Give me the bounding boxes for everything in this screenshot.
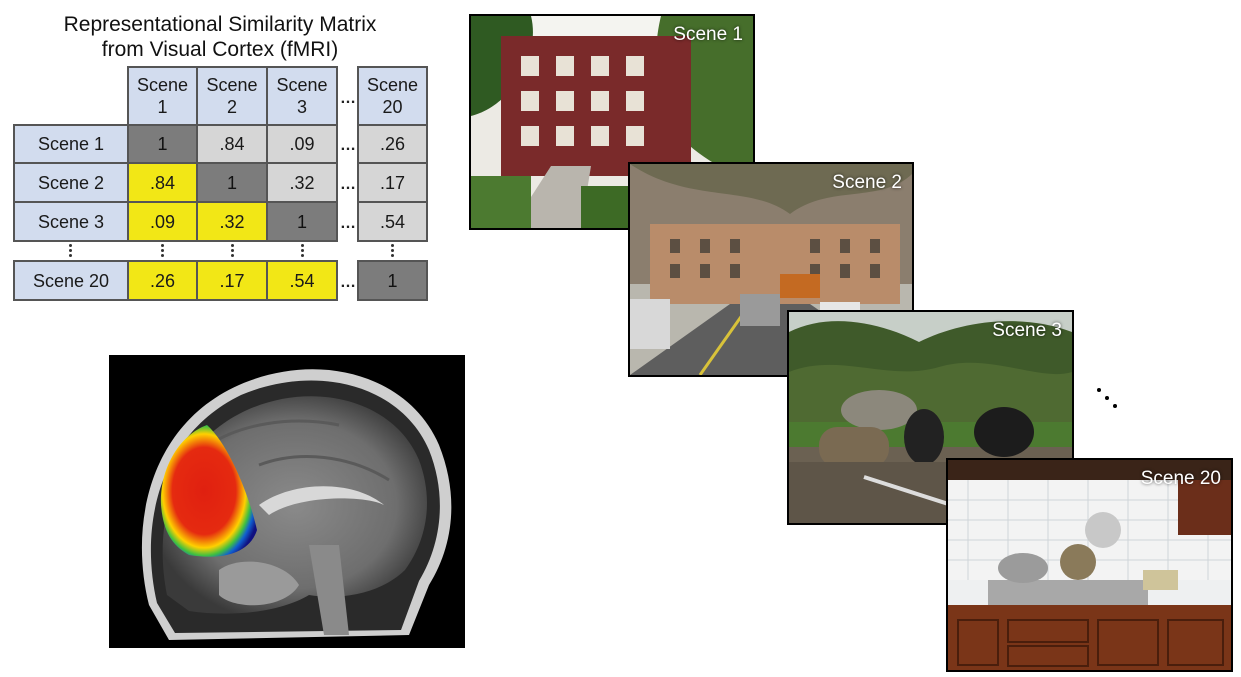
matrix-cell: .09 (127, 201, 198, 242)
matrix-cell: 1 (357, 260, 428, 301)
col-header-line1: Scene (366, 75, 419, 95)
col-header-line1: Scene (206, 75, 258, 95)
col-header-line2: 2 (226, 97, 237, 117)
matrix-title-line2: from Visual Cortex (fMRI) (101, 38, 339, 61)
col-header-scene-3: Scene 3 (266, 66, 338, 126)
vertical-ellipsis (161, 244, 165, 259)
scene-3-label: Scene 3 (992, 320, 1062, 341)
col-header-line1: Scene (136, 75, 189, 95)
matrix-title: Representational Similarity Matrix from … (20, 12, 420, 62)
scene-1-label: Scene 1 (673, 24, 743, 45)
matrix-cell: .32 (266, 162, 338, 203)
col-header-line2: 3 (296, 97, 307, 117)
matrix-cell: .17 (196, 260, 268, 301)
matrix-cell: .32 (196, 201, 268, 242)
row-header-scene-2: Scene 2 (13, 162, 129, 203)
matrix-cell: .84 (127, 162, 198, 203)
matrix-cell: .26 (127, 260, 198, 301)
col-header-scene-1: Scene 1 (127, 66, 198, 126)
vertical-ellipsis (69, 244, 73, 259)
col-header-scene-2: Scene 2 (196, 66, 268, 126)
row-header-scene-1: Scene 1 (13, 124, 129, 164)
vertical-ellipsis (231, 244, 235, 259)
matrix-cell: 1 (127, 124, 198, 164)
matrix-title-line1: Representational Similarity Matrix (63, 13, 377, 36)
row-ellipsis: … (340, 176, 356, 193)
matrix-cell: 1 (266, 201, 338, 242)
col-header-line2: 20 (382, 97, 403, 117)
col-header-line2: 1 (157, 97, 168, 117)
matrix-cell: .09 (266, 124, 338, 164)
matrix-cell: .17 (357, 162, 428, 203)
row-header-scene-3: Scene 3 (13, 201, 129, 242)
scene-20-label: Scene 20 (1140, 468, 1221, 489)
row-header-scene-20: Scene 20 (13, 260, 129, 301)
matrix-cell: .54 (266, 260, 338, 301)
vertical-ellipsis (391, 244, 395, 259)
row-ellipsis: … (340, 274, 356, 291)
matrix-cell: .26 (357, 124, 428, 164)
col-header-scene-20: Scene 20 (357, 66, 428, 126)
scene-2-label: Scene 2 (832, 172, 902, 193)
matrix-cell: .54 (357, 201, 428, 242)
scene-2-image: Scene 2 (628, 162, 914, 377)
row-ellipsis: … (340, 215, 356, 232)
vertical-ellipsis (301, 244, 305, 259)
matrix-cell: 1 (196, 162, 268, 203)
col-header-ellipsis: … (340, 90, 356, 107)
row-ellipsis: … (340, 137, 356, 154)
brain-mri-image (109, 355, 465, 648)
matrix-cell: .84 (196, 124, 268, 164)
scene-20-image: Scene 20 (946, 458, 1233, 672)
col-header-line1: Scene (276, 75, 328, 95)
